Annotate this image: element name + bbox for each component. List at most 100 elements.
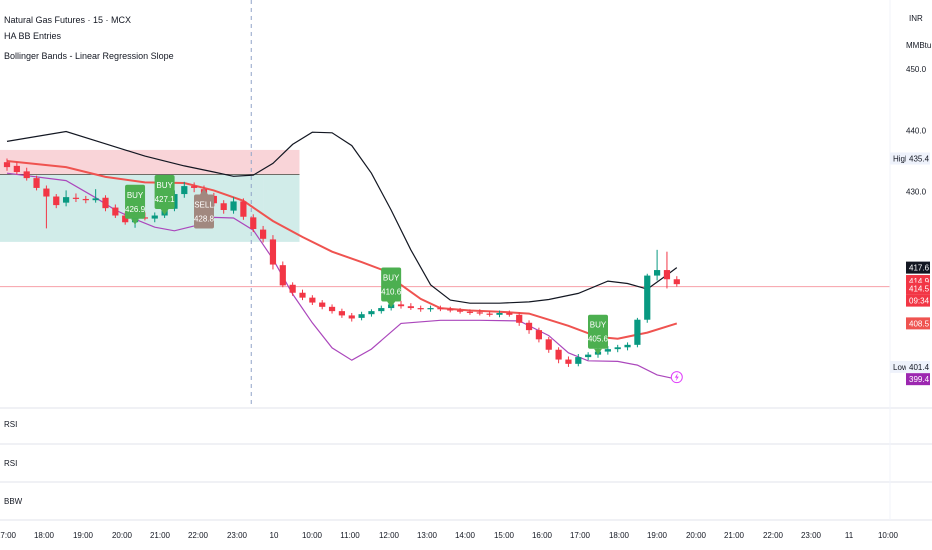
legend-indicator-ha-bb[interactable]: HA BB Entries — [4, 31, 62, 41]
candle-30 — [299, 289, 306, 301]
x-tick-label-11: 13:00 — [417, 531, 438, 540]
candle-body — [496, 312, 503, 315]
price-axis[interactable]: INR MMBtu 450.0 440.0 430.0 — [906, 14, 931, 197]
candle-4 — [43, 185, 50, 229]
candle-body — [23, 171, 30, 179]
sell-signal-2: SELL 428.8 — [194, 188, 215, 229]
legend-indicator-bb-slope[interactable]: Bollinger Bands - Linear Regression Slop… — [4, 51, 174, 61]
candle-body — [358, 314, 365, 318]
current-price-tag-bg — [906, 282, 930, 295]
signal-box — [194, 194, 214, 229]
x-tick-label-22: 11 — [845, 531, 854, 540]
signal-box — [125, 184, 146, 219]
basis-tag-text: 408.5 — [909, 319, 930, 328]
candle-66 — [654, 249, 661, 281]
candle-body — [654, 270, 661, 276]
candle-body — [644, 275, 651, 320]
candle-body — [53, 196, 60, 206]
candle-body — [457, 310, 464, 312]
signal-pointer — [160, 208, 169, 215]
candle-28 — [279, 261, 286, 288]
x-tick-label-19: 21:00 — [724, 531, 745, 540]
time-axis[interactable]: 17:00 18:00 19:00 20:00 21:00 22:00 23:00 10 10:… — [0, 531, 899, 540]
legend-symbol-title[interactable]: Natural Gas Futures · 15 · MCX — [4, 15, 132, 25]
candle-37 — [368, 309, 375, 317]
candle-19 — [191, 182, 198, 193]
candle-body — [437, 308, 444, 310]
candle-2 — [23, 167, 30, 181]
y-tick-label-2: 430.0 — [906, 188, 927, 197]
x-tick-label-13: 15:00 — [494, 531, 515, 540]
bar-countdown-tag-text: 09:34 — [909, 297, 930, 306]
buy-signal-3: BUY 410.6 — [381, 267, 402, 308]
pane-label-rsi-1[interactable]: RSI — [4, 420, 18, 429]
signal-value-label: 428.8 — [194, 214, 215, 223]
candle-body — [63, 197, 70, 203]
x-tick-label-17: 19:00 — [647, 531, 668, 540]
candle-body — [92, 198, 99, 201]
candle-67 — [663, 251, 671, 289]
pane-label-bbw[interactable]: BBW — [4, 497, 23, 506]
x-tick-label-0: 17:00 — [0, 531, 17, 540]
x-tick-label-15: 17:00 — [570, 531, 591, 540]
signal-pointer — [387, 301, 396, 308]
pane-label-rsi-2[interactable]: RSI — [4, 459, 18, 468]
candle-body — [102, 197, 109, 209]
candle-body — [279, 265, 286, 286]
candle-5 — [53, 194, 60, 209]
current-price-tag: 414.5 — [906, 282, 930, 295]
candle-body — [43, 188, 50, 197]
low-value-tag-text: 401.4 — [909, 363, 930, 372]
candle-body — [516, 314, 523, 323]
candle-22 — [220, 200, 227, 214]
upper-band-tag: 417.6 — [906, 261, 930, 274]
y-tick-label-0: 450.0 — [906, 65, 927, 74]
candle-body — [397, 304, 405, 307]
candle-57 — [565, 356, 572, 367]
low-marker: Low — [890, 360, 908, 373]
candle-body — [338, 311, 345, 316]
candle-body — [486, 313, 493, 315]
candle-53 — [525, 320, 533, 334]
candle-body — [299, 292, 306, 298]
x-tick-label-4: 21:00 — [150, 531, 171, 540]
candle-34 — [338, 308, 345, 318]
candle-27 — [269, 235, 277, 270]
candle-body — [585, 354, 592, 358]
signal-value-label: 410.6 — [381, 288, 402, 297]
candle-body — [230, 201, 237, 211]
candle-body — [525, 322, 533, 331]
close-price-tag-text: 414.9 — [909, 277, 930, 286]
signal-pointer — [594, 348, 602, 355]
buy-signal-1: BUY 427.1 — [155, 174, 175, 215]
x-tick-label-5: 22:00 — [188, 531, 209, 540]
candle-7 — [72, 193, 80, 203]
candle-24 — [240, 198, 247, 220]
lightning-bolt — [674, 373, 679, 382]
candle-50 — [496, 310, 503, 318]
candle-body — [250, 217, 257, 229]
candle-48 — [476, 309, 483, 316]
currency-label: INR — [909, 14, 923, 23]
candle-35 — [348, 312, 355, 322]
candle-body — [673, 279, 680, 285]
candle-body — [112, 207, 119, 216]
candle-49 — [486, 311, 493, 317]
high-value-tag-bg — [906, 152, 930, 165]
candle-25 — [250, 214, 257, 233]
candle-body — [407, 306, 414, 309]
candle-15 — [151, 212, 158, 223]
candle-body — [476, 312, 483, 314]
candle-body — [33, 178, 40, 188]
candle-body — [624, 344, 631, 348]
basis-tag: 408.5 — [906, 317, 930, 330]
candle-0 — [3, 158, 11, 171]
signal-value-label: 405.6 — [588, 335, 609, 344]
candle-body — [663, 270, 671, 280]
low-label-bg — [890, 360, 906, 373]
x-tick-label-9: 11:00 — [340, 531, 360, 540]
x-tick-label-23: 10:00 — [878, 531, 899, 540]
candle-body — [309, 297, 316, 303]
candle-body — [319, 302, 326, 307]
